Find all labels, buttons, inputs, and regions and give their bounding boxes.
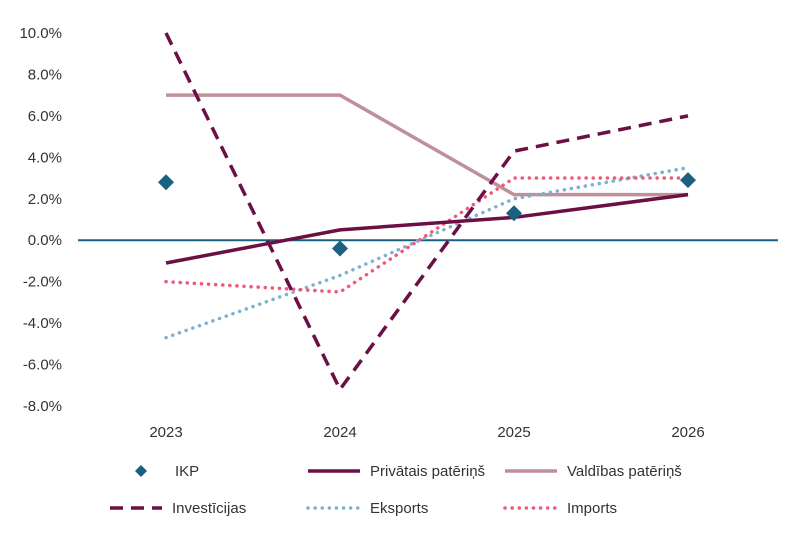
series-line-vald-bas-pat-ri	[166, 93, 688, 197]
series-layer	[158, 32, 696, 392]
y-tick-label: -4.0%	[23, 315, 62, 332]
series-line-priv-tais-pat-ri	[165, 192, 689, 265]
y-tick-label: -2.0%	[23, 274, 62, 291]
x-tick-label: 2024	[323, 424, 356, 441]
ikp-marker	[158, 174, 174, 191]
x-tick-label: 2023	[149, 424, 182, 441]
y-tick-label: 4.0%	[28, 149, 62, 166]
ikp-marker	[506, 205, 522, 222]
y-tick-label: 2.0%	[28, 191, 62, 208]
legend: IKP Privātais patēriņš Valdības patēriņš In…	[110, 463, 682, 517]
y-axis-ticks: -8.0% -6.0% -4.0% -2.0% 0.0% 2.0% 4.0% 6.0% 8.0%…	[19, 25, 62, 415]
series-line-eksports	[164, 165, 690, 340]
y-tick-label: -6.0%	[23, 357, 62, 374]
legend-label-invest-cijas: Investīcijas	[172, 500, 246, 517]
x-tick-label: 2025	[497, 424, 530, 441]
series-line-imports	[164, 176, 690, 294]
legend-label-priv-tais-pat-ri: Privātais patēriņš	[370, 463, 485, 480]
y-tick-label: -8.0%	[23, 398, 62, 415]
legend-swatch-ikp	[135, 465, 147, 477]
x-axis-ticks: 2023 2024 2025 2026	[149, 424, 704, 441]
x-tick-label: 2026	[671, 424, 704, 441]
ikp-marker	[332, 240, 348, 257]
legend-label-vald-bas-pat-ri: Valdības patēriņš	[567, 463, 682, 480]
y-tick-label: 8.0%	[28, 66, 62, 83]
legend-label-eksports: Eksports	[370, 500, 428, 517]
legend-label-imports: Imports	[567, 500, 617, 517]
y-tick-label: 10.0%	[19, 25, 62, 42]
legend-label-ikp: IKP	[175, 463, 199, 480]
ikp-marker	[680, 172, 696, 189]
y-tick-label: 0.0%	[28, 232, 62, 249]
series-line-invest-cijas	[164, 32, 689, 392]
y-tick-label: 6.0%	[28, 108, 62, 125]
